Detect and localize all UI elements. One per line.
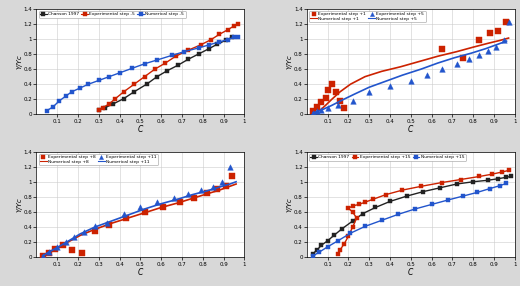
- Point: [203, 191, 211, 195]
- Point: [313, 105, 321, 109]
- Legend: Experimental step +8, Numerical step +8, Experimental step +11, Numerical step +: Experimental step +8, Numerical step +8,…: [38, 154, 158, 165]
- Point: [492, 45, 500, 49]
- Legend: Experimental step +1, Numerical step +1, Experimental step +5, Numerical step +5: Experimental step +1, Numerical step +1,…: [309, 11, 425, 22]
- X-axis label: C: C: [408, 268, 413, 277]
- Point: [209, 185, 217, 189]
- X-axis label: C: C: [138, 125, 143, 134]
- Point: [309, 111, 317, 115]
- Point: [336, 99, 344, 103]
- Point: [59, 243, 68, 248]
- Point: [222, 183, 230, 188]
- Point: [486, 31, 494, 35]
- Point: [365, 90, 373, 94]
- Point: [328, 82, 336, 86]
- Y-axis label: Y/Yc: Y/Yc: [287, 54, 292, 69]
- Point: [213, 187, 222, 192]
- Point: [423, 73, 432, 78]
- X-axis label: C: C: [138, 268, 143, 277]
- Point: [190, 195, 199, 200]
- Point: [484, 49, 492, 53]
- Point: [105, 223, 113, 227]
- Y-axis label: Y/Yc: Y/Yc: [16, 197, 22, 212]
- Point: [334, 103, 342, 108]
- Point: [500, 38, 509, 43]
- Point: [348, 99, 357, 103]
- Y-axis label: Y/Yc: Y/Yc: [16, 54, 22, 69]
- Point: [38, 254, 47, 258]
- Point: [38, 254, 47, 258]
- Point: [475, 38, 484, 43]
- Point: [120, 212, 128, 217]
- Point: [78, 251, 86, 255]
- Point: [386, 84, 394, 89]
- Point: [321, 96, 330, 100]
- Point: [317, 100, 326, 105]
- Point: [170, 195, 178, 200]
- Point: [53, 245, 61, 249]
- Point: [45, 250, 53, 254]
- Point: [332, 90, 340, 94]
- Legend: Chanson 1997, Experimental step +15, Numerical step +15: Chanson 1997, Experimental step +15, Num…: [309, 154, 465, 160]
- Point: [465, 57, 473, 61]
- Point: [494, 29, 502, 33]
- Point: [323, 88, 332, 93]
- Point: [475, 52, 484, 57]
- Point: [340, 106, 348, 111]
- Point: [122, 216, 130, 220]
- Point: [90, 229, 99, 233]
- Point: [217, 180, 226, 184]
- X-axis label: C: C: [408, 125, 413, 134]
- Point: [407, 79, 415, 84]
- Y-axis label: Y/Yc: Y/Yc: [287, 197, 292, 212]
- Point: [136, 205, 145, 210]
- Point: [153, 200, 161, 204]
- Point: [438, 67, 446, 72]
- Point: [70, 235, 78, 239]
- Point: [68, 248, 76, 252]
- Point: [51, 247, 59, 251]
- Point: [226, 164, 234, 169]
- Point: [176, 200, 184, 204]
- Point: [103, 221, 111, 226]
- Point: [140, 210, 149, 214]
- Point: [80, 229, 88, 234]
- Point: [228, 173, 236, 178]
- Point: [502, 20, 511, 25]
- Point: [159, 204, 167, 209]
- Point: [438, 46, 446, 51]
- Point: [61, 240, 70, 245]
- Point: [45, 251, 53, 255]
- Point: [184, 192, 192, 196]
- Point: [309, 109, 317, 114]
- Point: [452, 61, 461, 66]
- Point: [323, 106, 332, 111]
- Legend: Chanson 1997, Experimental step -5, Numerical step -5: Chanson 1997, Experimental step -5, Nume…: [38, 11, 186, 17]
- Point: [459, 55, 467, 60]
- Point: [197, 188, 205, 192]
- Point: [317, 108, 326, 112]
- Point: [313, 109, 321, 114]
- Point: [90, 223, 99, 228]
- Point: [504, 20, 513, 25]
